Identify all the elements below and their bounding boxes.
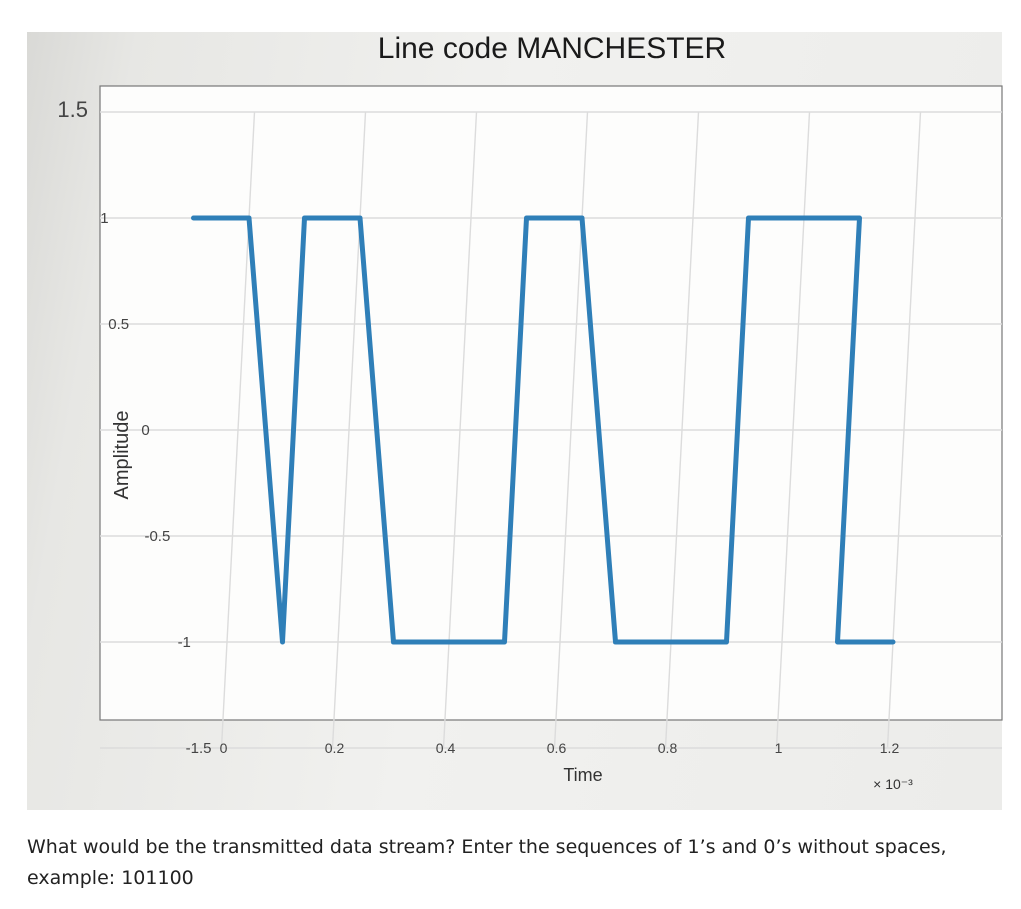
y-tick-label: 0.5	[108, 316, 129, 333]
x-tick-label: 0	[220, 740, 228, 756]
x-axis-label: Time	[563, 765, 602, 785]
tick-labels: 0 0.2 0.4 0.6 0.8 1 1.2 -1.5 -1 -0.5 0 0.5 1 1.5	[57, 97, 899, 757]
x-tick-label: 1.2	[880, 740, 900, 756]
x-scale-label: × 10⁻³	[873, 776, 913, 792]
y-tick-label: 1.5	[57, 97, 88, 122]
question-line-2: example: 101100	[27, 867, 194, 889]
x-tick-label: 0.8	[658, 740, 678, 756]
x-tick-label: 1	[775, 740, 783, 756]
manchester-waveform	[191, 215, 896, 645]
series-layer	[191, 215, 896, 645]
x-tick-label: 0.2	[325, 740, 345, 756]
y-tick-label: -1	[178, 634, 191, 651]
x-tick-label: 0.4	[436, 740, 456, 756]
y-tick-label: -1.5	[186, 740, 212, 757]
plot-area	[99, 85, 1003, 721]
x-tick-label: 0.6	[547, 740, 567, 756]
y-axis-label: Amplitude	[111, 411, 133, 500]
grid	[100, 111, 1002, 749]
y-tick-label: 1	[100, 210, 108, 227]
chart-title: Line code MANCHESTER	[378, 32, 726, 65]
y-tick-label: 0	[141, 422, 149, 439]
question-text: What would be the transmitted data strea…	[27, 832, 987, 894]
y-tick-label: -0.5	[144, 528, 170, 545]
question-line-1: What would be the transmitted data strea…	[27, 836, 947, 858]
